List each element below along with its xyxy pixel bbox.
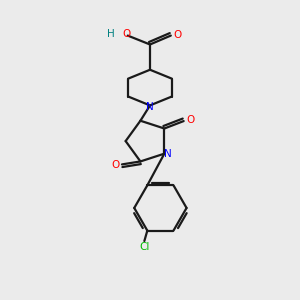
Text: O: O — [122, 29, 130, 39]
Text: O: O — [111, 160, 120, 170]
Text: N: N — [164, 149, 172, 159]
Text: O: O — [173, 30, 182, 40]
Text: O: O — [186, 116, 194, 125]
Text: N: N — [146, 102, 154, 112]
Text: H: H — [107, 29, 115, 39]
Text: Cl: Cl — [139, 242, 149, 252]
